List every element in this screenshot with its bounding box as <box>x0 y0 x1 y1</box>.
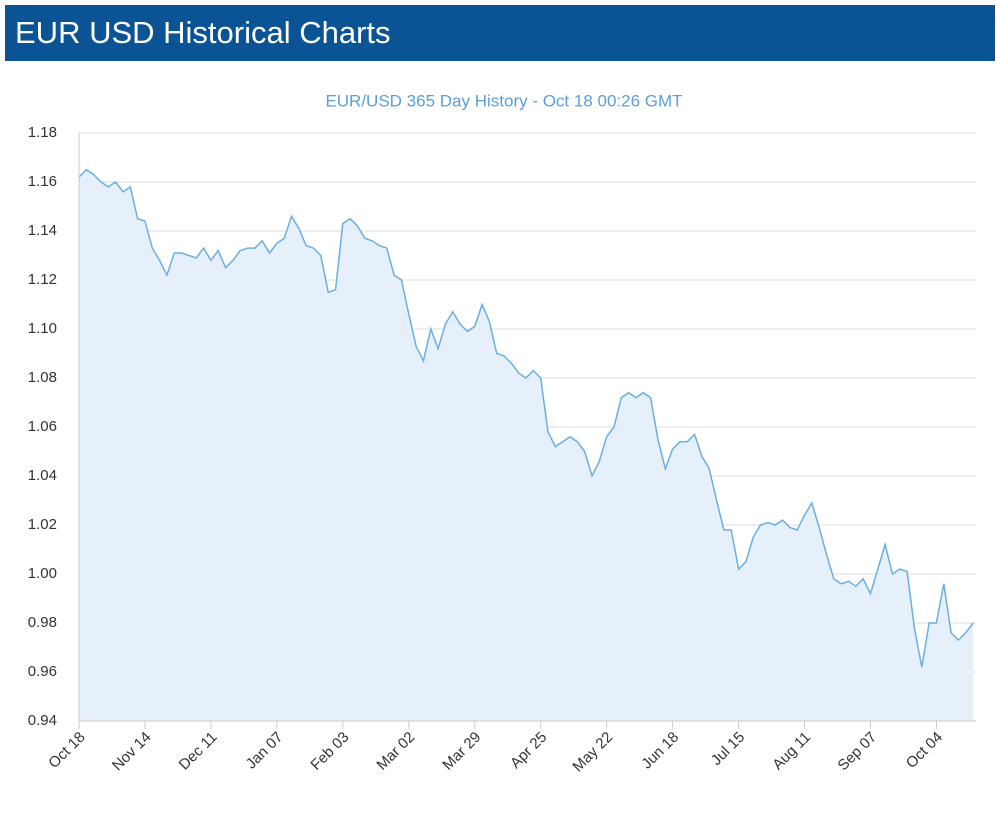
x-tick-label: Mar 02 <box>373 729 418 774</box>
y-tick-label: 1.14 <box>28 222 57 239</box>
x-tick-label: Oct 04 <box>903 729 946 772</box>
y-tick-label: 1.06 <box>28 418 57 435</box>
x-tick-label: Jun 18 <box>638 729 682 773</box>
y-tick-label: 1.18 <box>28 124 57 141</box>
chart-title: EUR/USD 365 Day History - Oct 18 00:26 G… <box>325 91 682 110</box>
x-tick-label: Feb 03 <box>307 729 352 774</box>
y-tick-label: 1.10 <box>28 320 57 337</box>
x-tick-label: Jul 15 <box>708 729 748 769</box>
y-tick-label: 1.04 <box>28 467 57 484</box>
x-tick-label: May 22 <box>569 729 616 776</box>
y-tick-label: 0.96 <box>28 663 57 680</box>
y-tick-label: 1.12 <box>28 271 57 288</box>
y-tick-label: 1.00 <box>28 565 57 582</box>
x-tick-label: Mar 29 <box>439 729 484 774</box>
y-tick-label: 0.94 <box>28 712 57 729</box>
line <box>78 168 974 668</box>
x-tick-label: Dec 11 <box>176 729 221 774</box>
x-tick-label: Oct 18 <box>45 729 88 772</box>
y-tick-label: 1.02 <box>28 516 57 533</box>
area <box>79 169 974 721</box>
x-tick-label: Nov 14 <box>109 729 155 775</box>
y-tick-label: 1.16 <box>28 173 57 190</box>
x-tick-label: Aug 11 <box>769 729 814 774</box>
x-tick-label: Sep 07 <box>834 729 880 775</box>
x-tick-label: Jan 07 <box>243 729 287 773</box>
y-tick-label: 0.98 <box>28 614 57 631</box>
x-tick-label: Apr 25 <box>507 729 550 772</box>
y-tick-label: 1.08 <box>28 369 57 386</box>
page-header: EUR USD Historical Charts <box>5 5 995 61</box>
